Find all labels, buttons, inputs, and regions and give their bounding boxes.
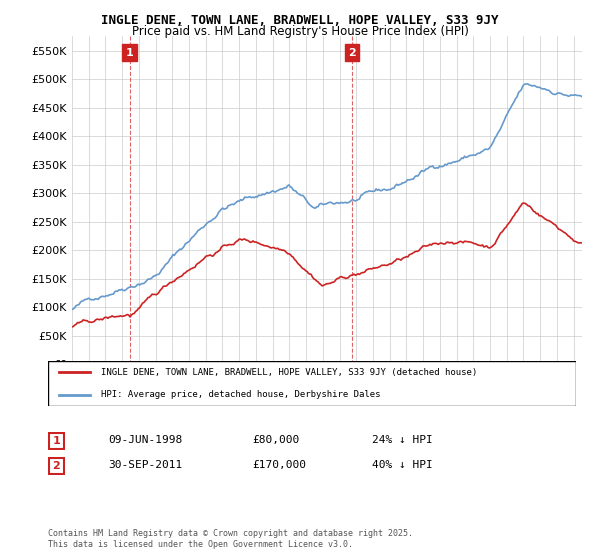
Text: £170,000: £170,000 bbox=[252, 460, 306, 470]
Text: £80,000: £80,000 bbox=[252, 435, 299, 445]
Text: 1: 1 bbox=[53, 436, 60, 446]
Text: Price paid vs. HM Land Registry's House Price Index (HPI): Price paid vs. HM Land Registry's House … bbox=[131, 25, 469, 38]
Text: HPI: Average price, detached house, Derbyshire Dales: HPI: Average price, detached house, Derb… bbox=[101, 390, 380, 399]
FancyBboxPatch shape bbox=[49, 458, 64, 474]
Text: INGLE DENE, TOWN LANE, BRADWELL, HOPE VALLEY, S33 9JY (detached house): INGLE DENE, TOWN LANE, BRADWELL, HOPE VA… bbox=[101, 368, 477, 377]
FancyBboxPatch shape bbox=[48, 361, 576, 406]
Text: 24% ↓ HPI: 24% ↓ HPI bbox=[372, 435, 433, 445]
Text: 09-JUN-1998: 09-JUN-1998 bbox=[108, 435, 182, 445]
Text: 40% ↓ HPI: 40% ↓ HPI bbox=[372, 460, 433, 470]
Text: 2: 2 bbox=[53, 461, 60, 471]
Text: 2: 2 bbox=[348, 48, 356, 58]
Text: Contains HM Land Registry data © Crown copyright and database right 2025.
This d: Contains HM Land Registry data © Crown c… bbox=[48, 529, 413, 549]
FancyBboxPatch shape bbox=[49, 433, 64, 449]
Text: INGLE DENE, TOWN LANE, BRADWELL, HOPE VALLEY, S33 9JY: INGLE DENE, TOWN LANE, BRADWELL, HOPE VA… bbox=[101, 14, 499, 27]
Text: 30-SEP-2011: 30-SEP-2011 bbox=[108, 460, 182, 470]
Text: 1: 1 bbox=[125, 48, 133, 58]
